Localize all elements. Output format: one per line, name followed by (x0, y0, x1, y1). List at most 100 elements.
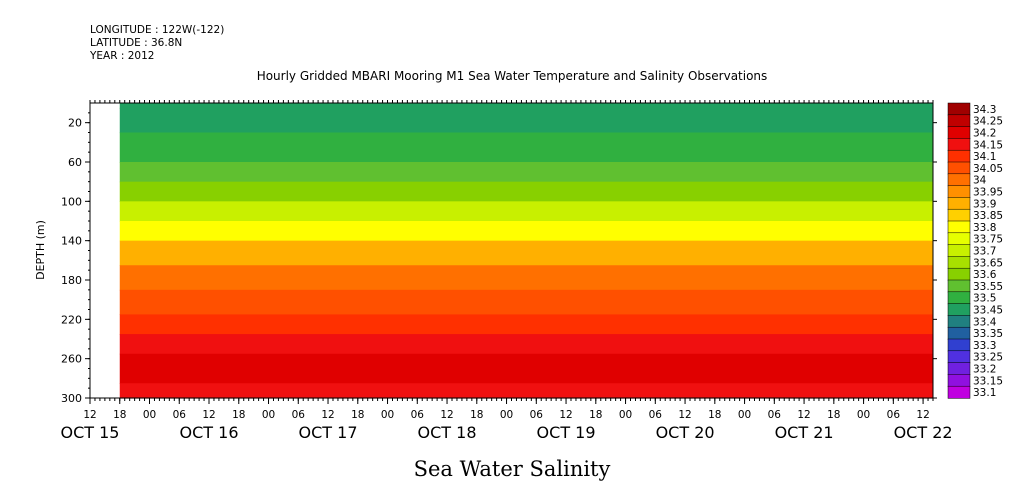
salinity-band (119, 334, 934, 355)
colorbar-label: 33.75 (973, 234, 1003, 246)
colorbar: 34.334.2534.234.1534.134.053433.9533.933… (947, 102, 1003, 399)
colorbar-label: 33.6 (973, 269, 997, 281)
salinity-band (119, 240, 934, 266)
colorbar-label: 33.65 (973, 257, 1003, 269)
salinity-band (119, 383, 934, 399)
x-tick-label: 06 (887, 409, 901, 421)
colorbar-label: 33.85 (973, 210, 1003, 222)
x-tick-label: 18 (232, 409, 245, 421)
x-tick-label: 00 (857, 409, 870, 421)
x-day-label: OCT 15 (61, 423, 120, 442)
x-tick-label: 06 (411, 409, 425, 421)
x-tick-label: 00 (500, 409, 513, 421)
x-day-label: OCT 20 (656, 423, 715, 442)
longitude-label: LONGITUDE : 122W(-122) (90, 24, 225, 36)
colorbar-label: 33.5 (973, 293, 996, 305)
x-tick-label: 18 (470, 409, 483, 421)
salinity-band (119, 132, 934, 163)
colorbar-label: 33.35 (973, 328, 1003, 340)
salinity-band (119, 314, 934, 335)
colorbar-swatch (947, 256, 971, 269)
y-tick-label: 180 (61, 274, 82, 287)
colorbar-label: 34.1 (973, 151, 996, 163)
x-tick-label: 12 (83, 409, 96, 421)
salinity-band (119, 162, 934, 183)
y-axis: 20 60 100 140 180 220 260 300 (61, 112, 937, 405)
salinity-band (119, 221, 934, 242)
colorbar-swatch (947, 197, 971, 210)
x-tick-label: 06 (768, 409, 782, 421)
colorbar-swatch (947, 114, 971, 128)
colorbar-label: 33.8 (973, 222, 996, 234)
colorbar-label: 33.55 (973, 281, 1003, 293)
x-day-label: OCT 16 (180, 423, 239, 442)
colorbar-swatch (947, 315, 971, 328)
x-tick-label: 12 (202, 409, 215, 421)
colorbar-swatch (947, 220, 971, 234)
salinity-band (119, 103, 934, 109)
x-day-label: OCT 17 (299, 423, 358, 442)
y-tick-label: 260 (61, 353, 82, 366)
x-tick-label: 12 (321, 409, 334, 421)
colorbar-swatch (947, 138, 971, 151)
x-tick-label: 18 (827, 409, 840, 421)
colorbar-label: 34.25 (973, 116, 1003, 128)
colorbar-swatch (947, 161, 971, 175)
y-tick-label: 300 (61, 392, 82, 405)
colorbar-swatch (947, 338, 971, 352)
x-axis: 12 18 00 06 12 18 00 06 12 18 00 06 12 18 00 06 12 18 00 06… (61, 100, 953, 442)
salinity-band (119, 265, 934, 291)
x-tick-label: 06 (530, 409, 544, 421)
x-tick-label: 12 (916, 409, 929, 421)
x-tick-label: 18 (351, 409, 364, 421)
colorbar-swatch (947, 244, 971, 258)
colorbar-swatch (947, 374, 971, 387)
colorbar-swatch (947, 173, 971, 187)
colorbar-label: 33.4 (973, 316, 997, 328)
colorbar-swatch (947, 350, 971, 364)
colorbar-label: 33.45 (973, 305, 1003, 317)
colorbar-label: 33.9 (973, 198, 996, 210)
x-day-label: OCT 22 (894, 423, 953, 442)
y-tick-label: 100 (61, 195, 82, 208)
x-day-label: OCT 19 (537, 423, 596, 442)
x-tick-label: 06 (173, 409, 187, 421)
colorbar-label: 33.25 (973, 352, 1003, 364)
colorbar-label: 34.2 (973, 128, 996, 140)
x-tick-label: 18 (113, 409, 126, 421)
salinity-band (119, 181, 934, 202)
salinity-band (119, 107, 934, 134)
colorbar-label: 34.3 (973, 104, 996, 116)
colorbar-swatch (947, 279, 971, 293)
x-tick-label: 12 (678, 409, 691, 421)
colorbar-label: 33.3 (973, 340, 996, 352)
x-tick-label: 00 (738, 409, 751, 421)
x-tick-label: 06 (292, 409, 306, 421)
colorbar-label: 34 (973, 175, 987, 187)
y-tick-label: 140 (61, 235, 82, 248)
colorbar-swatch (947, 385, 971, 399)
colorbar-swatch (947, 291, 971, 305)
y-tick-label: 220 (61, 313, 82, 326)
chart-subtitle: Sea Water Salinity (414, 457, 611, 481)
x-day-label: OCT 18 (418, 423, 477, 442)
y-tick-label: 20 (68, 117, 82, 130)
x-tick-label: 18 (708, 409, 721, 421)
colorbar-label: 33.15 (973, 375, 1003, 387)
chart-title: Hourly Gridded MBARI Mooring M1 Sea Wate… (257, 69, 768, 83)
colorbar-swatch (947, 208, 971, 222)
plot-area (119, 103, 934, 399)
x-tick-label: 12 (797, 409, 810, 421)
colorbar-label: 33.7 (973, 246, 996, 258)
colorbar-swatch (947, 102, 971, 116)
colorbar-swatch (947, 362, 971, 376)
colorbar-swatch (947, 232, 971, 246)
latitude-label: LATITUDE : 36.8N (90, 37, 183, 49)
colorbar-swatch (947, 326, 971, 340)
colorbar-label: 33.95 (973, 187, 1003, 199)
x-tick-label: 12 (440, 409, 453, 421)
y-axis-label: DEPTH (m) (34, 220, 47, 280)
colorbar-swatch (947, 267, 971, 281)
colorbar-swatch (947, 303, 971, 317)
